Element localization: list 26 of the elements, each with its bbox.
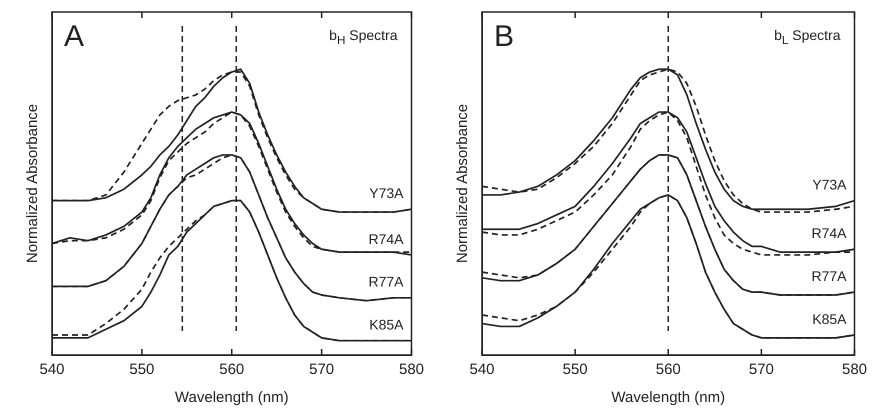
x-tick-label: 580: [842, 361, 867, 378]
series-label: R74A: [811, 225, 848, 242]
series-label: Y73A: [369, 185, 404, 202]
text: A: [64, 20, 84, 53]
x-tick-label: 550: [129, 361, 154, 378]
x-tick-label: 580: [398, 361, 424, 378]
x-tick-label: 540: [469, 361, 495, 378]
series-label: K85A: [369, 316, 404, 333]
x-tick-label: 550: [562, 361, 588, 378]
text: b$_{L}$ Spectra: [774, 27, 840, 47]
x-axis-title: Wavelength (nm): [611, 389, 726, 406]
x-tick-label: 560: [219, 361, 244, 378]
series-label: K85A: [812, 310, 848, 327]
x-tick-label: 570: [748, 361, 774, 378]
text: b$_{H}$ Spectra: [329, 27, 398, 47]
y-axis-title: Normalized Absorbance: [454, 104, 472, 264]
x-axis-title: Wavelength (nm): [174, 389, 289, 406]
series-label: R77A: [811, 268, 848, 284]
series-label: R77A: [368, 274, 404, 290]
y-axis-title: Normalized Absorbance: [24, 104, 42, 264]
text: B: [494, 20, 514, 53]
x-tick-label: 560: [656, 361, 681, 378]
x-tick-label: 570: [309, 361, 334, 378]
series-label: R74A: [368, 230, 404, 247]
series-label: Y73A: [812, 176, 848, 193]
x-tick-label: 540: [39, 361, 65, 378]
